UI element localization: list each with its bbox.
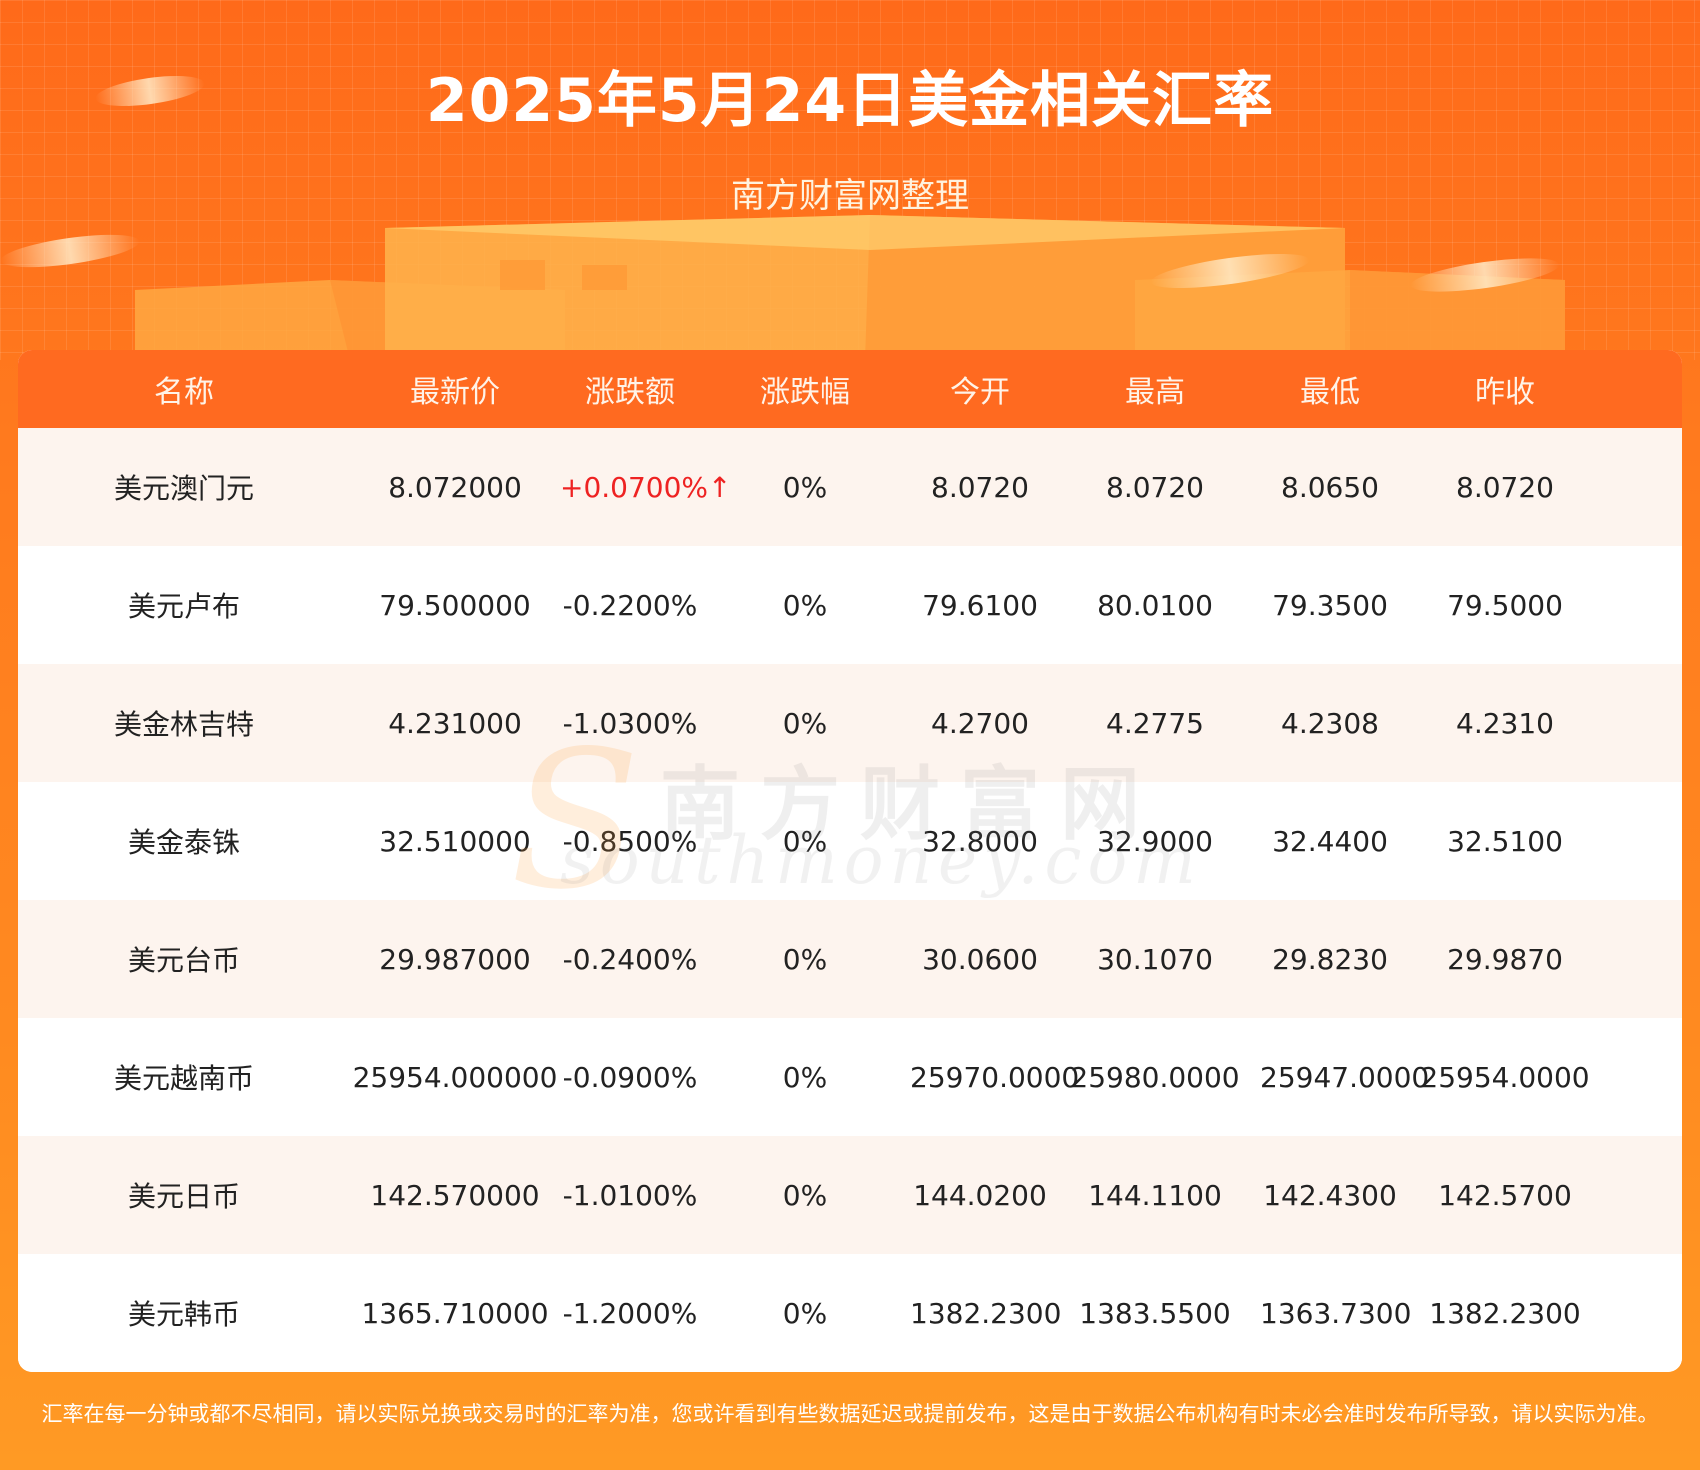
prev-close: 79.5000 (1447, 588, 1563, 622)
open-price: 8.0720 (931, 470, 1029, 504)
open-price: 30.0600 (922, 942, 1038, 976)
low-price: 4.2308 (1281, 706, 1379, 740)
high-price: 80.0100 (1097, 588, 1213, 622)
currency-name: 美元台币 (127, 944, 240, 977)
change-percent: 0% (782, 1178, 828, 1212)
low-price: 32.4400 (1272, 824, 1388, 858)
latest-price: 32.510000 (379, 824, 531, 858)
table-row: 美元卢布 79.500000 -0.2200% 0% 79.6100 80.01… (18, 546, 1682, 664)
column-header-change: 涨跌额 (585, 375, 675, 410)
currency-name: 美元澳门元 (113, 472, 254, 505)
column-header-name: 名称 (154, 375, 214, 410)
change-amount: -0.2400% (562, 942, 698, 976)
page-title: 2025年5月24日美金相关汇率 (425, 66, 1275, 136)
table-row: 美元韩币 1365.710000 -1.2000% 0% 1382.2300 1… (18, 1254, 1682, 1372)
change-amount: -1.0100% (562, 1178, 698, 1212)
header-decoration (0, 210, 1700, 360)
change-percent: 0% (782, 588, 828, 622)
low-price: 25947.0000 (1260, 1060, 1430, 1094)
column-header-prev-close: 昨收 (1475, 375, 1535, 410)
change-amount: -0.8500% (562, 824, 698, 858)
exchange-rate-table: 名称 最新价 涨跌额 涨跌幅 今开 最高 最低 昨收 美元澳门元 8.07200… (18, 350, 1682, 1372)
prev-close: 4.2310 (1456, 706, 1554, 740)
disclaimer-footer: 汇率在每一分钟或都不尽相同，请以实际兑换或交易时的汇率为准，您或许看到有些数据延… (41, 1402, 1659, 1426)
change-amount: -1.0300% (562, 706, 698, 740)
high-price: 144.1100 (1088, 1178, 1222, 1212)
change-percent: 0% (782, 824, 828, 858)
change-amount: -0.0900% (562, 1060, 698, 1094)
change-amount: -0.2200% (562, 588, 698, 622)
open-price: 25970.0000 (910, 1060, 1080, 1094)
table-row: 美金泰铢 32.510000 -0.8500% 0% 32.8000 32.90… (18, 782, 1682, 900)
currency-name: 美金林吉特 (113, 708, 254, 741)
change-percent: 0% (782, 1060, 828, 1094)
change-percent: 0% (782, 706, 828, 740)
currency-name: 美元越南币 (113, 1062, 254, 1095)
latest-price: 8.072000 (388, 470, 522, 504)
column-header-low: 最低 (1300, 375, 1360, 410)
change-percent: 0% (782, 942, 828, 976)
high-price: 1383.5500 (1079, 1296, 1231, 1330)
table-row: 美元澳门元 8.072000 +0.0700%↑ 0% 8.0720 8.072… (18, 428, 1682, 546)
latest-price: 4.231000 (388, 706, 522, 740)
low-price: 29.8230 (1272, 942, 1388, 976)
change-amount: +0.0700%↑ (560, 470, 732, 504)
latest-price: 142.570000 (370, 1178, 540, 1212)
high-price: 8.0720 (1106, 470, 1204, 504)
table-header: 名称 最新价 涨跌额 涨跌幅 今开 最高 最低 昨收 (18, 350, 1682, 428)
high-price: 32.9000 (1097, 824, 1213, 858)
currency-name: 美元韩币 (127, 1298, 240, 1331)
currency-name: 美金泰铢 (127, 826, 240, 859)
latest-price: 25954.000000 (352, 1060, 558, 1094)
low-price: 8.0650 (1281, 470, 1379, 504)
open-price: 1382.2300 (910, 1296, 1062, 1330)
high-price: 4.2775 (1106, 706, 1204, 740)
column-header-open: 今开 (950, 375, 1010, 410)
currency-name: 美元日币 (127, 1180, 240, 1213)
open-price: 79.6100 (922, 588, 1038, 622)
open-price: 144.0200 (913, 1178, 1047, 1212)
low-price: 1363.7300 (1260, 1296, 1412, 1330)
latest-price: 1365.710000 (361, 1296, 549, 1330)
high-price: 30.1070 (1097, 942, 1213, 976)
change-amount: -1.2000% (562, 1296, 698, 1330)
low-price: 142.4300 (1263, 1178, 1397, 1212)
prev-close: 29.9870 (1447, 942, 1563, 976)
table-row: 美元日币 142.570000 -1.0100% 0% 144.0200 144… (18, 1136, 1682, 1254)
table-row: 美元越南币 25954.000000 -0.0900% 0% 25970.000… (18, 1018, 1682, 1136)
prev-close: 32.5100 (1447, 824, 1563, 858)
change-percent: 0% (782, 470, 828, 504)
column-header-latest: 最新价 (410, 375, 500, 410)
open-price: 4.2700 (931, 706, 1029, 740)
prev-close: 142.5700 (1438, 1178, 1572, 1212)
column-header-change-pct: 涨跌幅 (760, 375, 850, 410)
high-price: 25980.0000 (1070, 1060, 1240, 1094)
low-price: 79.3500 (1272, 588, 1388, 622)
latest-price: 29.987000 (379, 942, 531, 976)
latest-price: 79.500000 (379, 588, 531, 622)
page-subtitle: 南方财富网整理 (731, 176, 969, 216)
table-row: 美金林吉特 4.231000 -1.0300% 0% 4.2700 4.2775… (18, 664, 1682, 782)
currency-name: 美元卢布 (127, 590, 240, 623)
prev-close: 1382.2300 (1429, 1296, 1581, 1330)
table-row: 美元台币 29.987000 -0.2400% 0% 30.0600 30.10… (18, 900, 1682, 1018)
column-header-high: 最高 (1125, 375, 1185, 410)
prev-close: 25954.0000 (1420, 1060, 1590, 1094)
prev-close: 8.0720 (1456, 470, 1554, 504)
change-percent: 0% (782, 1296, 828, 1330)
open-price: 32.8000 (922, 824, 1038, 858)
